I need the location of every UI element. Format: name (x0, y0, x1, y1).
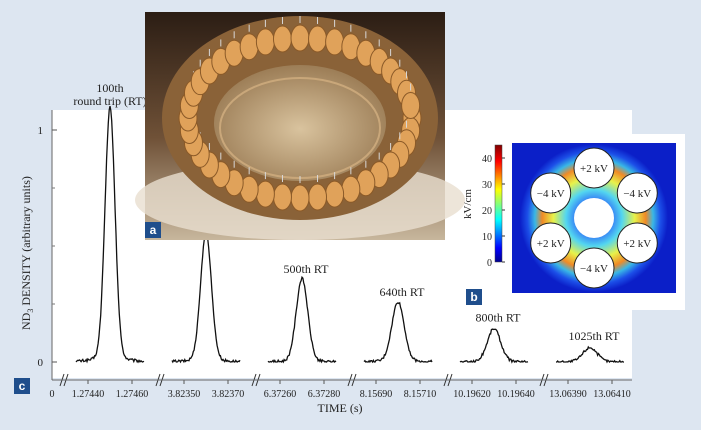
ring-electrode (239, 24, 259, 61)
x-tick-label: 13.06390 (549, 389, 587, 400)
colorbar-label: kV/cm (462, 189, 474, 219)
colorbar-tick-label: 0 (487, 258, 492, 269)
x-tick-label: 1.27460 (116, 389, 149, 400)
x-tick-label: 8.15710 (404, 389, 437, 400)
colorbar-tick-label: 10 (482, 232, 492, 243)
series-line (267, 275, 337, 364)
photo-panel-a: a (135, 12, 465, 240)
colorbar-tick-label: 20 (482, 206, 492, 217)
ring-electrodes (178, 16, 422, 212)
x-tick-label: 8.15690 (360, 389, 393, 400)
electrode-voltage-label: +2 kV (580, 163, 608, 175)
x-tick-label: 13.06410 (593, 389, 631, 400)
x-tick-label: 6.37280 (308, 389, 341, 400)
electrode-voltage-label: +2 kV (537, 238, 565, 250)
ring-electrode (255, 19, 275, 56)
x-tick-label: 10.19640 (497, 389, 535, 400)
electrode (616, 172, 658, 214)
panel-b-badge (466, 289, 482, 305)
electrode-voltage-label: −4 kV (580, 263, 608, 275)
peak-label-line2: round trip (RT) (73, 94, 146, 108)
electrode (616, 222, 658, 264)
ring-electrode (290, 176, 310, 212)
colorbar-ticks: 0 10 20 30 40 (482, 154, 505, 269)
electrode-voltage-label: −4 kV (537, 188, 565, 200)
electrode (573, 247, 615, 289)
panel-c-letter: c (19, 379, 26, 393)
electrode-voltage-label: −4 kV (623, 188, 651, 200)
ring-electrode (308, 16, 328, 53)
panel-c-badge (14, 378, 30, 394)
x-tick-label: 10.19620 (453, 389, 491, 400)
y-tick-label: 1 (38, 125, 44, 137)
y-tick-label: 0 (38, 357, 44, 369)
electrode (573, 147, 615, 189)
colorbar-tick-label: 30 (482, 180, 492, 191)
beam-aperture (574, 198, 614, 238)
x-axis-label: TIME (s) (318, 401, 363, 415)
series-line (75, 105, 145, 364)
x-tick-label: 6.37260 (264, 389, 297, 400)
panel-a-badge (145, 222, 161, 238)
segment-3: 6.37260 6.37280 500th RT (251, 262, 341, 400)
x-tick-label: 1.27440 (72, 389, 105, 400)
segment-5: 10.19620 10.19640 800th RT (443, 311, 535, 400)
x-tick-label: 3.82350 (168, 389, 201, 400)
y-ticks: 0 1 0 (38, 125, 57, 400)
electrodes: +2 kV −4 kV +2 kV −4 kV +2 kV −4 kV (530, 147, 658, 289)
segment-4: 8.15690 8.15710 640th RT (347, 285, 437, 400)
electrode (530, 172, 572, 214)
electrode-voltage-label: +2 kV (623, 238, 651, 250)
series-line (459, 328, 529, 364)
ring-interior (214, 65, 386, 181)
peak-label: 100th (96, 81, 123, 95)
peak-label: 640th RT (380, 285, 426, 299)
electrode (530, 222, 572, 264)
panel-b-letter: b (470, 290, 477, 304)
colorbar-tick-label: 40 (482, 154, 492, 165)
series-line (556, 345, 624, 364)
peak-label: 500th RT (284, 262, 330, 276)
segment-6: 13.06390 13.06410 1025th RT (539, 329, 631, 400)
series-line (363, 301, 433, 364)
y-axis-label: ND3 DENSITY (arbitrary units) (19, 176, 35, 330)
peak-label: 800th RT (476, 311, 522, 325)
colorbar (494, 144, 503, 263)
ring-electrode (401, 83, 421, 119)
peak-label: 1025th RT (569, 329, 621, 343)
x-tick-label: 3.82370 (212, 389, 245, 400)
panel-a-letter: a (150, 223, 157, 237)
x-origin-tick-label: 0 (50, 389, 55, 400)
